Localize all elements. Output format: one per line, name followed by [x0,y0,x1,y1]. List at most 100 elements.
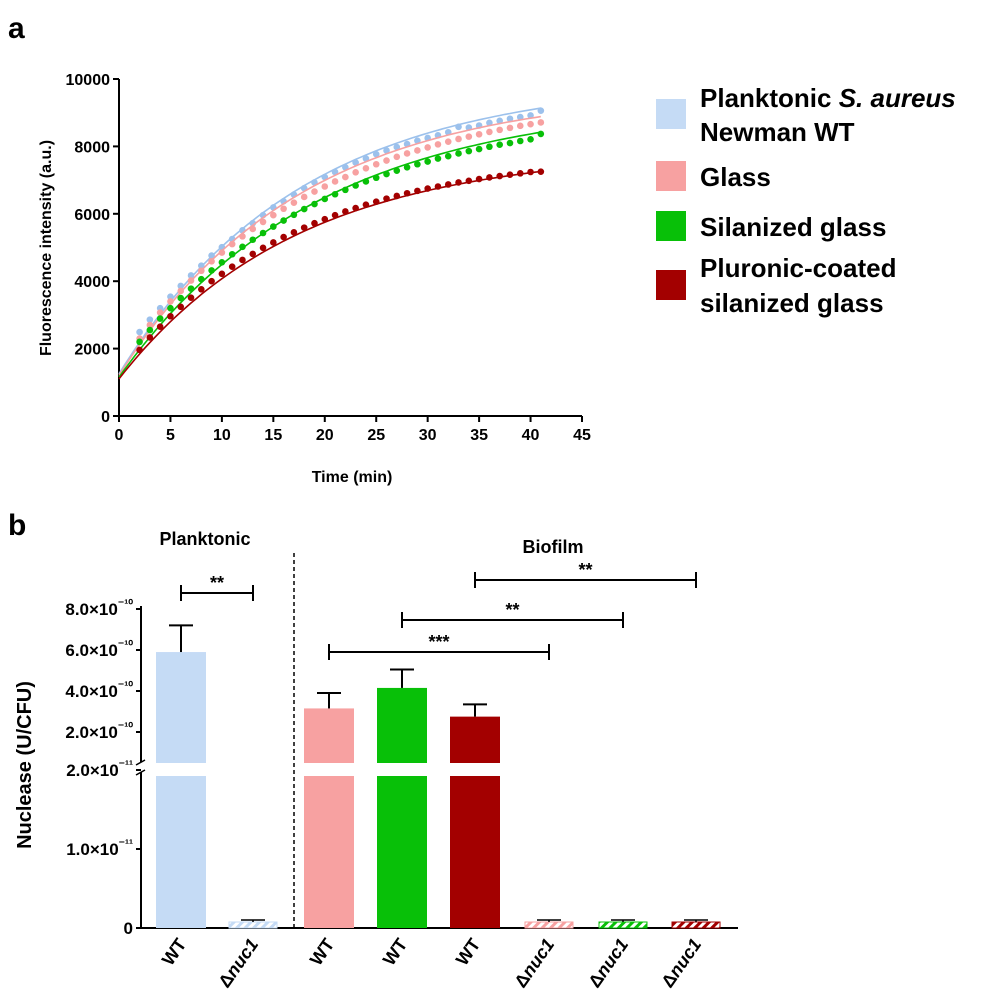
bar-7 [671,921,721,929]
x-tick-label-a: 5 [166,427,175,444]
data-point-1 [311,188,318,195]
data-point-0 [177,282,185,290]
data-point-2 [311,200,318,208]
data-point-2 [342,186,349,194]
x-tick-label-a: 0 [115,427,124,444]
data-point-0 [486,119,493,127]
data-point-3 [156,323,164,330]
bar-chart-bars [156,624,721,929]
y-axis-label-a: Fluorescence intensity (a.u.) [38,140,55,356]
bar-chart: 0 1.0×10⁻¹¹ 2.0×10⁻¹¹ 2.0×10⁻¹⁰ 4.0×10⁻¹⁰ 6.0… [14,529,738,991]
x-tick-label-b: WT [379,935,411,969]
bar-chart-x-labels: WT Δnuc1 WT WT WT Δnuc1 Δnuc1 Δnuc1 [158,935,705,991]
y-tick-label-a: 2000 [74,342,110,359]
data-point-0 [506,115,514,123]
data-point-3 [424,185,431,192]
x-tick-label-a: 40 [522,427,540,444]
legend-swatch-silanized [656,211,686,241]
data-point-1 [228,240,236,248]
y-axis-label-b: Nuclease (U/CFU) [14,681,36,849]
line-chart-axes [113,79,582,422]
bar-5 [524,921,574,929]
data-point-2 [527,136,534,143]
data-point-1 [424,144,431,151]
data-point-2 [465,147,473,155]
fit-curve-2 [118,131,541,378]
data-point-1 [537,119,545,126]
data-point-3 [372,198,380,205]
x-tick-label-b: Δnuc1 [510,935,558,991]
significance-label-0: ** [210,573,224,593]
data-point-3 [208,277,215,285]
data-point-1 [465,133,473,140]
data-point-0 [136,328,143,336]
data-point-3 [146,334,154,341]
y-tick-label-a: 0 [101,409,110,426]
data-point-1 [187,277,195,284]
data-point-1 [414,147,421,154]
data-point-3 [249,250,257,258]
line-chart-series [118,107,545,380]
data-point-0 [167,293,174,301]
data-point-3 [198,285,205,293]
data-point-1 [198,267,205,275]
data-point-2 [434,155,442,162]
bar-4 [450,776,500,928]
data-point-3 [444,181,452,188]
data-point-3 [434,183,442,190]
data-point-2 [537,130,545,138]
data-point-1 [434,141,442,148]
data-point-2 [177,294,185,302]
data-point-3 [167,312,174,320]
data-point-1 [362,165,370,172]
data-point-3 [331,211,339,219]
data-point-3 [342,208,349,215]
bar-2 [304,708,354,763]
data-point-1 [167,298,174,305]
data-point-0 [146,316,154,323]
data-point-2 [403,163,411,171]
data-point-0 [393,143,401,151]
data-point-1 [290,199,298,206]
data-point-3 [516,170,524,177]
x-tick-label-b: WT [306,935,338,969]
legend-label-glass: Glass [700,162,771,192]
data-point-3 [187,294,195,302]
data-point-3 [259,244,267,252]
data-point-2 [496,141,503,149]
data-point-3 [455,179,462,186]
y-tick-label-b: 1.0×10⁻¹¹ [66,837,133,859]
legend-label-pluronic: Pluronic-coated [700,253,896,283]
data-point-1 [475,130,483,138]
y-tick-label-b: 8.0×10⁻¹⁰ [65,597,133,619]
data-point-0 [516,113,524,121]
data-point-3 [218,270,226,278]
bar-2 [304,776,354,928]
x-tick-label-a: 45 [573,427,591,444]
data-point-2 [352,182,359,189]
panel-a-label: a [8,12,25,45]
data-point-3 [362,201,370,209]
data-point-0 [352,159,359,166]
data-point-2 [300,205,308,213]
legend: Planktonic S. aureus Newman WT Glass Sil… [656,83,956,318]
x-tick-label-b: WT [452,935,484,969]
data-point-1 [208,258,215,265]
data-point-2 [424,158,431,165]
legend-swatch-pluronic [656,270,686,300]
data-point-1 [372,160,380,168]
data-point-0 [198,262,205,269]
data-point-1 [156,309,164,316]
data-point-2 [393,167,401,174]
legend-swatch-planktonic [656,99,686,129]
data-point-3 [496,172,503,180]
y-tick-label-b: 6.0×10⁻¹⁰ [65,638,133,660]
data-point-2 [259,229,267,237]
panel-b-label: b [8,509,26,542]
significance-label-1: *** [428,632,449,652]
bar-4 [450,716,500,763]
data-point-2 [331,190,339,198]
data-point-3 [290,229,298,236]
data-point-3 [475,175,483,183]
significance-label-2: ** [505,600,519,620]
